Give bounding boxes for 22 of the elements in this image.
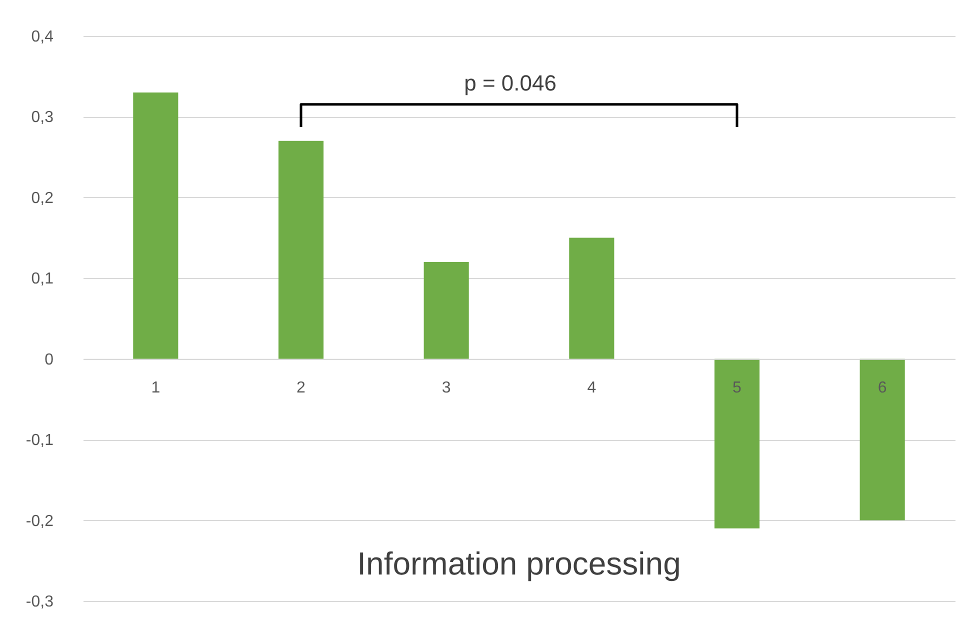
y-tick-label: 0 (44, 351, 54, 368)
bar (424, 262, 469, 359)
x-tick-label: 4 (587, 379, 596, 396)
x-axis-title: Information processing (357, 545, 681, 582)
y-tick-label: 0,4 (31, 28, 54, 46)
y-tick-label: -0,3 (26, 594, 54, 610)
y-tick-label: 0,1 (31, 270, 54, 288)
y-tick-label: 0,2 (31, 190, 54, 207)
x-tick-label: 1 (151, 379, 160, 396)
bar (133, 92, 178, 359)
y-tick-label: -0,1 (26, 432, 54, 450)
bar (278, 140, 324, 359)
bar (569, 238, 614, 359)
bar (860, 358, 905, 520)
x-tick-label: 5 (732, 379, 742, 396)
annotation: p = 0.046 (464, 70, 556, 96)
y-tick-label: -0,2 (26, 512, 54, 530)
y-tick-label: 0,3 (31, 109, 54, 126)
x-tick-label: 2 (296, 379, 306, 396)
x-tick-label: 6 (878, 379, 887, 396)
bar (714, 358, 760, 528)
x-tick-label: 3 (442, 379, 451, 396)
